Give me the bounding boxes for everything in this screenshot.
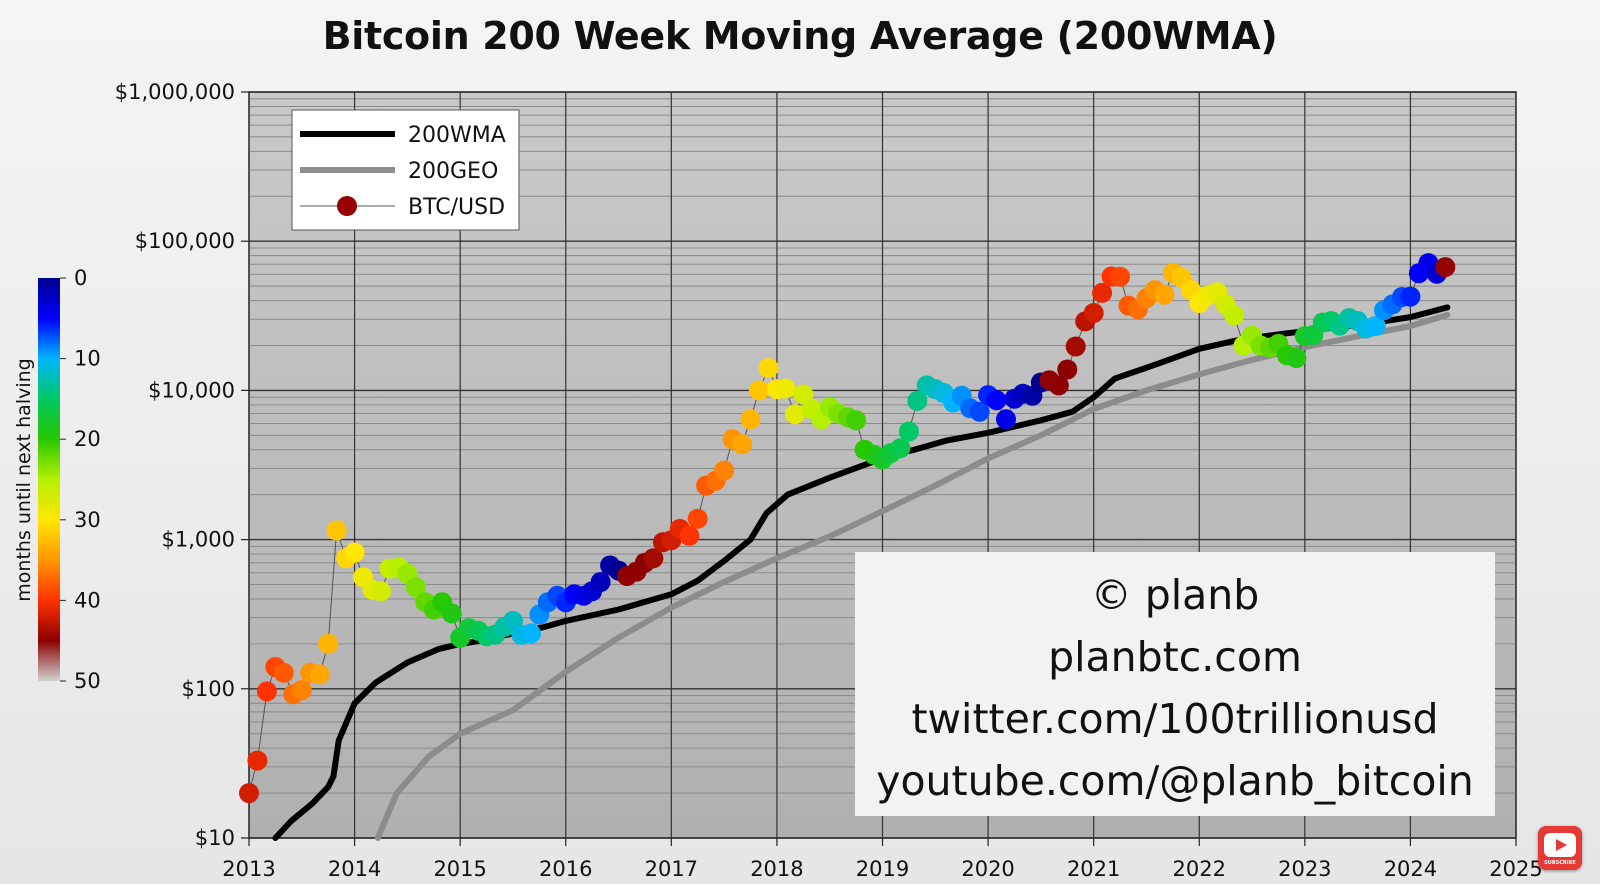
x-tick-label: 2023 <box>1278 857 1331 881</box>
btc-price-point <box>1435 257 1456 278</box>
btc-price-point <box>907 390 928 411</box>
x-tick-label: 2022 <box>1173 857 1226 881</box>
colorbar-tick-label: 40 <box>74 588 101 612</box>
btc-price-point <box>247 750 268 771</box>
colorbar-tick-label: 30 <box>74 508 101 532</box>
youtube-subscribe-icon[interactable]: SUBSCRIBE <box>1538 826 1582 870</box>
btc-price-point <box>732 434 753 455</box>
x-tick-label: 2021 <box>1067 857 1120 881</box>
btc-price-point <box>344 542 365 563</box>
legend-label-btc-usd: BTC/USD <box>408 195 505 220</box>
btc-price-point <box>749 380 769 401</box>
x-tick-label: 2020 <box>961 857 1014 881</box>
btc-price-point <box>291 680 312 701</box>
x-tick-label: 2025 <box>1489 857 1542 881</box>
btc-price-point <box>687 508 708 529</box>
btc-price-point <box>1110 266 1131 287</box>
btc-price-point <box>1154 284 1175 305</box>
btc-price-point <box>405 577 426 598</box>
btc-price-point <box>239 783 259 804</box>
y-tick-label: $100,000 <box>135 229 235 253</box>
btc-price-point <box>1065 336 1086 357</box>
chart-title: Bitcoin 200 Week Moving Average (200WMA) <box>322 14 1278 58</box>
btc-price-point <box>890 438 911 459</box>
credit-website: planbtc.com <box>1048 633 1302 681</box>
credit-copyright: © planb <box>1090 571 1260 619</box>
x-tick-label: 2019 <box>856 857 909 881</box>
x-tick-label: 2015 <box>433 857 486 881</box>
y-tick-label: $1,000 <box>162 528 235 552</box>
btc-price-point <box>1057 359 1078 380</box>
btc-price-point <box>986 390 1007 411</box>
btc-price-point <box>643 548 664 569</box>
x-tick-label: 2018 <box>750 857 803 881</box>
btc-price-point <box>273 662 294 683</box>
btc-price-point <box>1092 282 1113 303</box>
btc-price-point <box>1048 375 1069 396</box>
y-tick-label: $10 <box>195 826 235 850</box>
btc-price-point <box>441 603 462 624</box>
btc-price-point <box>1224 305 1245 326</box>
legend-swatch-btc-dot <box>337 196 357 216</box>
btc-price-point <box>996 409 1016 430</box>
subscribe-label: SUBSCRIBE <box>1544 860 1576 866</box>
btc-price-point <box>784 404 805 425</box>
btc-price-point <box>326 520 347 541</box>
colorbar-tick-label: 20 <box>74 427 101 451</box>
btc-price-point <box>371 581 391 602</box>
colorbar: months until next halving 0 10 20 30 40 50 <box>13 266 101 693</box>
btc-price-point <box>1286 348 1307 368</box>
btc-price-point <box>1083 303 1104 323</box>
x-tick-label: 2016 <box>539 857 592 881</box>
y-tick-label: $100 <box>182 677 235 701</box>
btc-price-point <box>256 681 277 702</box>
btc-price-point <box>775 378 796 399</box>
y-tick-label: $10,000 <box>148 378 235 402</box>
btc-price-point <box>793 384 814 405</box>
btc-price-point <box>898 421 919 442</box>
colorbar-tick-label: 0 <box>74 266 87 290</box>
colorbar-tick-label: 10 <box>74 347 101 371</box>
btc-price-point <box>758 358 779 379</box>
btc-price-point <box>1365 316 1386 336</box>
y-tick-label: $1,000,000 <box>115 80 235 104</box>
btc-price-point <box>714 460 735 481</box>
series-btc-usd <box>239 253 1456 804</box>
btc-price-point <box>520 623 541 644</box>
line-200wma <box>272 304 1451 841</box>
btc-price-point <box>740 409 761 430</box>
btc-price-point <box>309 664 330 685</box>
y-axis: $10 $100 $1,000 $10,000 $100,000 $1,000,000 <box>115 80 249 850</box>
colorbar-label: months until next halving <box>13 358 35 601</box>
x-tick-label: 2013 <box>222 857 275 881</box>
legend: 200WMA 200GEO BTC/USD <box>291 109 520 231</box>
x-tick-label: 2017 <box>645 857 698 881</box>
colorbar-gradient <box>38 278 60 681</box>
series-200wma <box>272 304 1451 841</box>
legend-label-200wma: 200WMA <box>408 123 506 148</box>
btc-price-point <box>1400 286 1421 307</box>
play-icon <box>1544 833 1576 857</box>
btc-price-point <box>590 572 611 592</box>
x-tick-label: 2024 <box>1384 857 1437 881</box>
credit-box: © planb planbtc.com twitter.com/100trill… <box>855 552 1495 816</box>
legend-label-200geo: 200GEO <box>408 159 498 184</box>
btc-price-point <box>318 633 339 654</box>
credit-youtube: youtube.com/@planb_bitcoin <box>876 757 1474 805</box>
btc-price-point <box>846 410 867 431</box>
colorbar-tick-label: 50 <box>74 669 101 693</box>
x-axis: 2013 2014 2015 2016 2017 2018 2019 2020 2021 2022… <box>222 838 1543 881</box>
btc-price-point <box>679 525 700 546</box>
credit-twitter: twitter.com/100trillionusd <box>911 695 1439 743</box>
x-tick-label: 2014 <box>328 857 381 881</box>
btc-price-point <box>969 401 990 422</box>
